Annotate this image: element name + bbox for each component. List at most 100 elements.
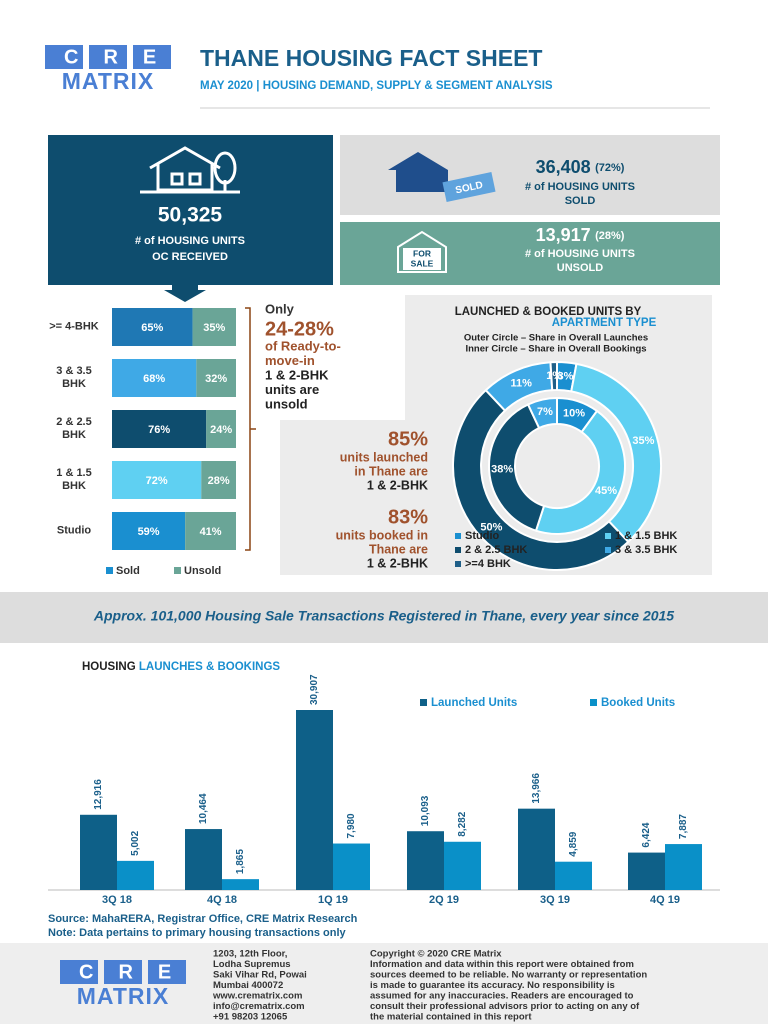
slice-label: 38% — [491, 463, 513, 475]
slice-label: 1% — [546, 370, 562, 382]
copyright-line: sources deemed to be reliable. No warran… — [370, 970, 647, 981]
category-label: 2 & 2.5 BHK — [56, 416, 92, 441]
sold-number: 36,408 — [536, 157, 591, 177]
address-line: Mumbai 400072 — [213, 980, 283, 991]
copyright-line: is made to guarantee its accuracy. No re… — [370, 980, 615, 991]
legend-swatch — [455, 533, 461, 539]
annotation-value: 83% — [388, 506, 428, 528]
copyright-line: Copyright © 2020 CRE Matrix — [370, 949, 502, 960]
value-label: 24% — [210, 424, 232, 436]
bar-segment — [201, 461, 236, 499]
legend-label: >=4 BHK — [465, 558, 511, 570]
title-highlight: LAUNCHES & BOOKINGS — [139, 661, 281, 673]
sold-house — [388, 152, 448, 192]
oc-label: OC RECEIVED — [152, 251, 228, 263]
legend-label: Studio — [465, 530, 499, 542]
slice-label: 7% — [537, 406, 553, 418]
slice-label: 50% — [480, 522, 502, 534]
unsold-label: # of HOUSING UNITS — [525, 248, 635, 260]
value-label: 59% — [138, 526, 160, 538]
house-icon — [140, 146, 240, 194]
donut-title-highlight: APARTMENT TYPE — [552, 317, 657, 329]
address-line: 1203, 12th Floor, — [213, 949, 287, 960]
value-label: 72% — [146, 475, 168, 487]
title-part: HOUSING — [82, 661, 136, 673]
unsold-value: 13,917 (28%) — [536, 225, 625, 245]
value-label: 5,002 — [130, 830, 141, 855]
bar-segment — [112, 410, 207, 448]
donut-subtitle: Inner Circle – Share in Overall Bookings — [465, 344, 646, 355]
annotation-line: units launched — [340, 450, 428, 464]
value-label: 13,966 — [531, 773, 542, 804]
legend-label: Sold — [116, 565, 140, 577]
bar — [518, 808, 555, 890]
category-label: 3Q 19 — [540, 894, 570, 906]
bar-segment — [196, 359, 236, 397]
subtitle-date: MAY 2020 — [200, 80, 253, 92]
bar — [407, 831, 444, 890]
legend-swatch — [174, 567, 181, 574]
annotation-line: Thane are — [369, 542, 428, 556]
bar — [222, 879, 259, 890]
value-label: 30,907 — [309, 674, 320, 705]
legend-swatch — [455, 547, 461, 553]
legend-swatch — [605, 547, 611, 553]
address-line: +91 98203 12065 — [213, 1012, 288, 1023]
value-label: 10,093 — [420, 795, 431, 826]
banner: Approx. 101,000 Housing Sale Transaction… — [93, 608, 674, 624]
bar — [555, 861, 592, 890]
oc-panel — [48, 135, 333, 285]
annotation-line: move-in — [265, 353, 315, 368]
value-label: 28% — [208, 475, 230, 487]
bracket — [245, 307, 256, 551]
bar-segment — [192, 308, 236, 346]
slice-label: 11% — [511, 377, 533, 389]
logo-box — [133, 45, 171, 69]
annotation-line: units are — [265, 382, 319, 397]
logo-top: CRE — [79, 961, 196, 983]
bar — [117, 860, 154, 890]
sale-sign — [403, 248, 441, 270]
sale-text: SALE — [411, 258, 434, 268]
donut-title: LAUNCHED & BOOKED UNITS BY — [455, 306, 642, 318]
value-label: 6,424 — [641, 822, 652, 847]
copyright-line: the material contained in this report — [370, 1012, 532, 1023]
value-label: 7,980 — [346, 813, 357, 838]
bar-segment — [206, 410, 236, 448]
category-label: 1Q 19 — [318, 894, 348, 906]
sale-house — [397, 230, 447, 273]
value-label: 1,865 — [235, 849, 246, 874]
bar-segment — [112, 308, 193, 346]
value-label: 65% — [141, 322, 163, 334]
logo-box — [45, 45, 83, 69]
sold-tag — [442, 172, 496, 202]
value-label: 7,887 — [678, 814, 689, 839]
address-line: Saki Vihar Rd, Powai — [213, 970, 307, 981]
logo-bottom: MATRIX — [62, 68, 154, 94]
bar-segment — [112, 359, 197, 397]
donut-slice — [452, 388, 630, 571]
bar — [628, 852, 665, 890]
bar-segment — [185, 512, 236, 550]
legend-label: Booked Units — [601, 697, 675, 709]
legend-swatch — [106, 567, 113, 574]
annotation-value: 85% — [388, 428, 428, 450]
legend-label: 3 & 3.5 BHK — [615, 544, 677, 556]
annotation-line: unsold — [265, 396, 308, 411]
address-line: www.crematrix.com — [212, 991, 302, 1002]
logo-bottom: MATRIX — [77, 983, 169, 1009]
subtitle-text: HOUSING DEMAND, SUPPLY & SEGMENT ANALYSI… — [263, 80, 553, 92]
category-label: 4Q 19 — [650, 894, 680, 906]
oc-label: # of HOUSING UNITS — [135, 235, 245, 247]
legend-label: 1 & 1.5 BHK — [615, 530, 677, 542]
annotation-highlight: 24-28% — [265, 318, 334, 340]
annotation-line: of Ready-to- — [265, 338, 341, 353]
donut-slice — [549, 360, 558, 392]
legend-label: 2 & 2.5 BHK — [465, 544, 527, 556]
annotation-line: units booked in — [336, 528, 428, 542]
sold-share: (72%) — [595, 162, 625, 174]
value-label: 68% — [143, 373, 165, 385]
annotation-lead: Only — [265, 301, 295, 316]
